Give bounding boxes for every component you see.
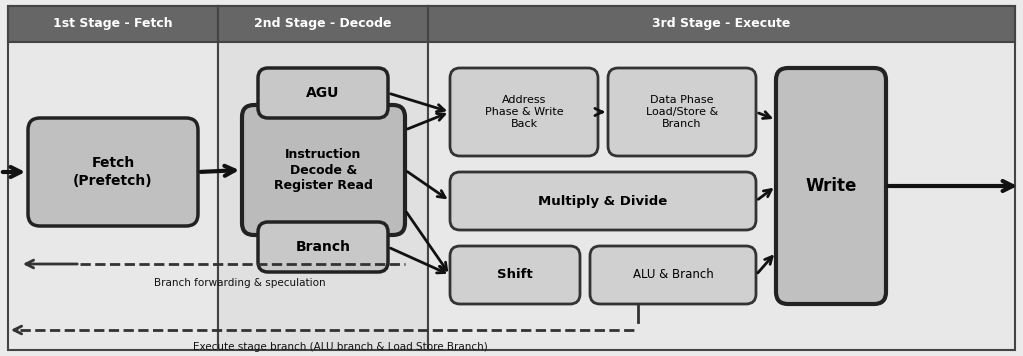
FancyBboxPatch shape: [450, 68, 598, 156]
Bar: [428, 6, 1015, 42]
Text: Execute stage branch (ALU branch & Load Store Branch): Execute stage branch (ALU branch & Load …: [192, 342, 487, 352]
Text: 2nd Stage - Decode: 2nd Stage - Decode: [255, 17, 392, 31]
Text: AGU: AGU: [306, 86, 340, 100]
Text: Instruction
Decode &
Register Read: Instruction Decode & Register Read: [274, 147, 373, 193]
FancyBboxPatch shape: [450, 172, 756, 230]
Text: Data Phase
Load/Store &
Branch: Data Phase Load/Store & Branch: [646, 95, 718, 129]
Text: Address
Phase & Write
Back: Address Phase & Write Back: [485, 95, 564, 129]
Text: Multiply & Divide: Multiply & Divide: [538, 194, 668, 208]
Bar: [218, 6, 428, 350]
FancyBboxPatch shape: [258, 222, 388, 272]
FancyBboxPatch shape: [450, 246, 580, 304]
Bar: [8, 6, 218, 42]
Text: Branch: Branch: [296, 240, 351, 254]
FancyBboxPatch shape: [258, 68, 388, 118]
FancyBboxPatch shape: [608, 68, 756, 156]
FancyBboxPatch shape: [28, 118, 198, 226]
Bar: [428, 6, 1015, 350]
Text: 3rd Stage - Execute: 3rd Stage - Execute: [653, 17, 791, 31]
Bar: [218, 6, 428, 42]
Text: Fetch
(Prefetch): Fetch (Prefetch): [74, 156, 152, 188]
FancyBboxPatch shape: [242, 105, 405, 235]
Text: 1st Stage - Fetch: 1st Stage - Fetch: [53, 17, 173, 31]
Text: Write: Write: [805, 177, 856, 195]
Bar: [8, 6, 218, 350]
Text: Branch forwarding & speculation: Branch forwarding & speculation: [154, 278, 325, 288]
FancyBboxPatch shape: [590, 246, 756, 304]
Text: Shift: Shift: [497, 268, 533, 282]
Text: ALU & Branch: ALU & Branch: [632, 268, 713, 282]
FancyBboxPatch shape: [776, 68, 886, 304]
